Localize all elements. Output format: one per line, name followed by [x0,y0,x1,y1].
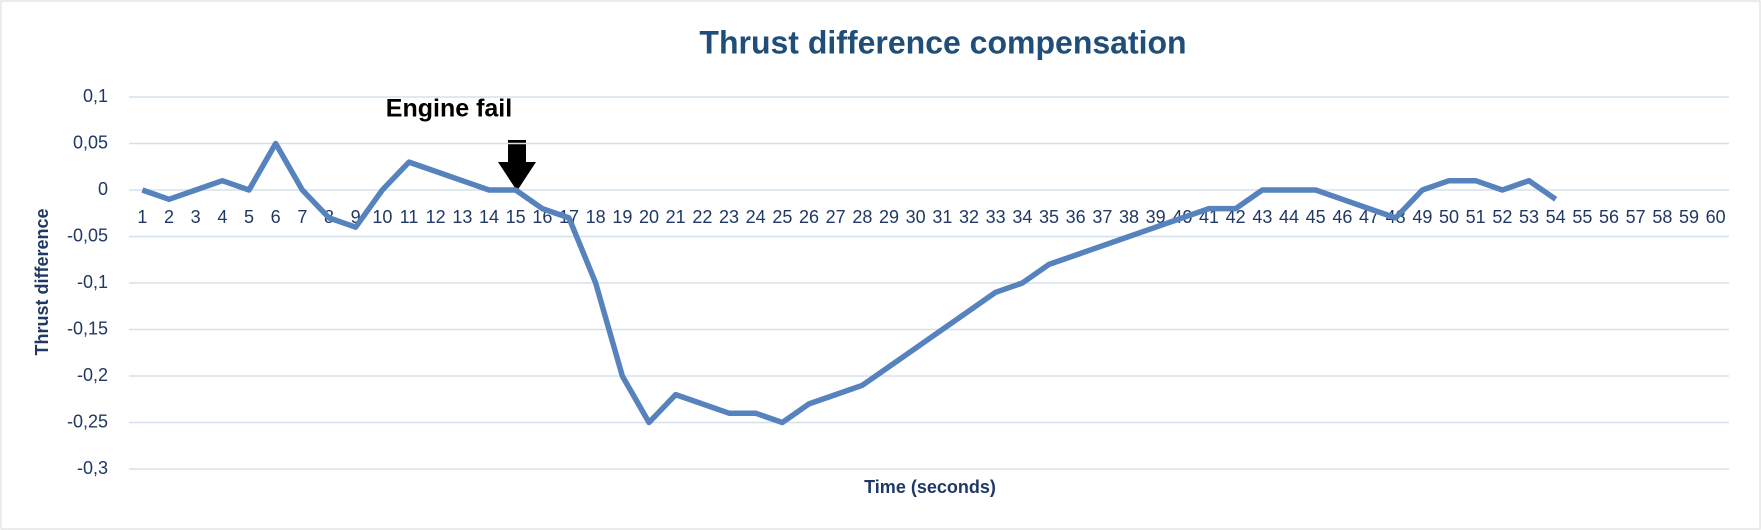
x-tick-label: 21 [666,207,686,227]
x-tick-label: 49 [1412,207,1432,227]
x-tick-label: 2 [164,207,174,227]
x-tick-label: 30 [906,207,926,227]
x-tick-label: 58 [1652,207,1672,227]
x-tick-label: 15 [506,207,526,227]
y-tick-label: 0,05 [73,132,108,152]
x-tick-label: 14 [479,207,499,227]
x-tick-label: 38 [1119,207,1139,227]
x-tick-label: 11 [400,207,419,227]
x-tick-label: 6 [271,207,281,227]
x-tick-label: 37 [1092,207,1112,227]
x-tick-label: 29 [879,207,899,227]
x-tick-label: 27 [826,207,846,227]
x-tick-label: 35 [1039,207,1059,227]
x-tick-label: 32 [959,207,979,227]
x-tick-label: 5 [244,207,254,227]
x-tick-label: 26 [799,207,819,227]
x-tick-label: 22 [692,207,712,227]
x-tick-label: 19 [612,207,632,227]
x-axis-title: Time (seconds) [864,477,996,497]
x-tick-label: 39 [1146,207,1166,227]
x-tick-label: 31 [932,207,952,227]
x-tick-label: 4 [217,207,227,227]
x-tick-label: 13 [452,207,472,227]
x-tick-label: 57 [1626,207,1646,227]
x-tick-label: 46 [1332,207,1352,227]
y-tick-label: -0,15 [67,318,108,338]
y-tick-label: 0 [98,179,108,199]
x-tick-label: 36 [1066,207,1086,227]
x-tick-label: 3 [191,207,201,227]
y-tick-label: -0,3 [77,458,108,478]
x-tick-label: 12 [426,207,446,227]
x-tick-label: 7 [297,207,307,227]
x-tick-label: 9 [351,207,361,227]
x-tick-label: 33 [986,207,1006,227]
x-tick-label: 59 [1679,207,1699,227]
y-tick-label: -0,2 [77,365,108,385]
x-tick-label: 55 [1572,207,1592,227]
y-tick-label: -0,05 [67,225,108,245]
x-tick-label: 45 [1306,207,1326,227]
x-tick-label: 28 [852,207,872,227]
y-tick-label: -0,1 [77,272,108,292]
x-tick-label: 43 [1252,207,1272,227]
x-tick-label: 23 [719,207,739,227]
x-tick-label: 24 [746,207,766,227]
x-tick-label: 42 [1226,207,1246,227]
annotation: Engine fail [386,95,512,123]
x-tick-label: 20 [639,207,659,227]
x-tick-label: 18 [586,207,606,227]
x-tick-label: 10 [372,207,392,227]
x-tick-label: 34 [1012,207,1032,227]
x-tick-label: 60 [1706,207,1726,227]
x-tick-label: 52 [1492,207,1512,227]
x-tick-label: 25 [772,207,792,227]
x-tick-label: 50 [1439,207,1459,227]
y-tick-label: -0,25 [67,411,108,431]
y-tick-label: 0,1 [83,86,108,106]
annotation-arrow [498,140,536,191]
x-tick-label: 51 [1466,207,1486,227]
y-axis-title: Thrust difference [32,208,52,355]
x-tick-label: 44 [1279,207,1299,227]
x-tick-label: 54 [1546,207,1566,227]
x-tick-label: 53 [1519,207,1539,227]
data-line [141,140,1558,426]
x-tick-label: 56 [1599,207,1619,227]
chart-title: Thrust difference compensation [699,24,1186,60]
x-tick-label: 1 [137,207,147,227]
